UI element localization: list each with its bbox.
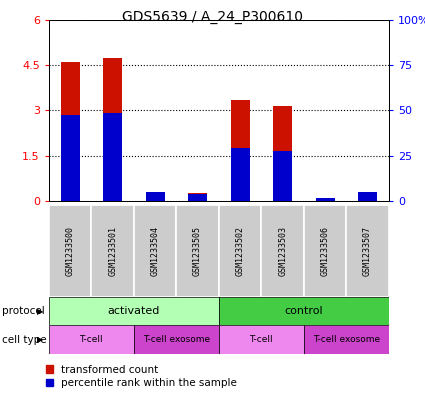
Text: GSM1233503: GSM1233503	[278, 226, 287, 276]
Bar	[315, 199, 334, 201]
Bar	[346, 205, 389, 297]
Bar	[145, 192, 164, 201]
Bar	[188, 193, 207, 201]
Bar	[230, 148, 249, 201]
Text: ▶: ▶	[37, 335, 44, 344]
Text: cell type: cell type	[2, 334, 47, 345]
Text: GSM1233502: GSM1233502	[235, 226, 245, 276]
Text: T-cell: T-cell	[79, 335, 103, 344]
Bar	[219, 325, 304, 354]
Bar	[60, 115, 79, 201]
Bar	[230, 100, 249, 201]
Text: GSM1233507: GSM1233507	[363, 226, 372, 276]
Text: T-cell exosome: T-cell exosome	[313, 335, 380, 344]
Bar	[91, 205, 134, 297]
Bar	[261, 205, 304, 297]
Bar	[103, 58, 122, 201]
Bar	[188, 194, 207, 201]
Legend: transformed count, percentile rank within the sample: transformed count, percentile rank withi…	[45, 365, 237, 388]
Bar	[358, 192, 377, 201]
Bar	[134, 205, 176, 297]
Text: activated: activated	[108, 306, 160, 316]
Text: GSM1233505: GSM1233505	[193, 226, 202, 276]
Text: T-cell: T-cell	[249, 335, 273, 344]
Bar	[304, 325, 389, 354]
Text: GSM1233501: GSM1233501	[108, 226, 117, 276]
Bar	[315, 198, 334, 201]
Bar	[219, 205, 261, 297]
Text: control: control	[285, 306, 323, 316]
Bar	[103, 114, 122, 201]
Text: GSM1233506: GSM1233506	[320, 226, 330, 276]
Bar	[145, 193, 164, 201]
Bar	[176, 205, 219, 297]
Bar	[60, 62, 79, 201]
Bar	[358, 193, 377, 201]
Bar	[219, 297, 389, 325]
Bar	[273, 151, 292, 201]
Text: GSM1233504: GSM1233504	[150, 226, 160, 276]
Bar	[49, 325, 134, 354]
Bar	[134, 325, 219, 354]
Text: GSM1233500: GSM1233500	[65, 226, 75, 276]
Bar	[49, 297, 219, 325]
Text: GDS5639 / A_24_P300610: GDS5639 / A_24_P300610	[122, 10, 303, 24]
Text: protocol: protocol	[2, 306, 45, 316]
Bar	[304, 205, 346, 297]
Text: T-cell exosome: T-cell exosome	[143, 335, 210, 344]
Bar	[49, 205, 91, 297]
Text: ▶: ▶	[37, 307, 44, 316]
Bar	[273, 106, 292, 201]
